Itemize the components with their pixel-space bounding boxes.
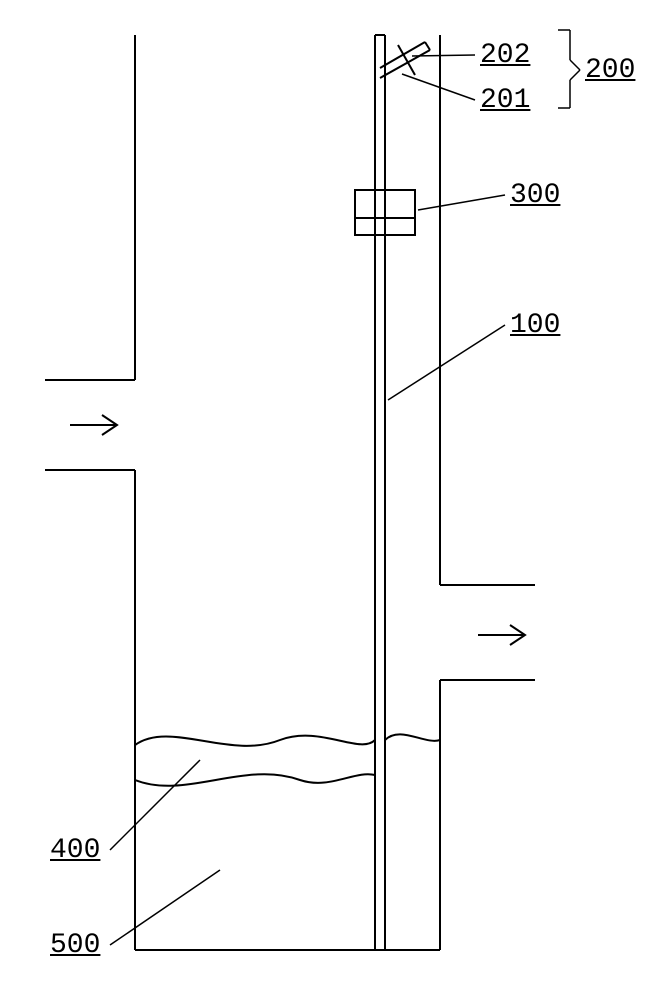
sensor-assembly-200	[380, 42, 430, 78]
label-201: 201	[480, 85, 530, 116]
label-500: 500	[50, 930, 100, 961]
leader-lines	[110, 55, 505, 945]
liquid-surface-1b	[385, 734, 440, 741]
label-202: 202	[480, 40, 530, 71]
label-100: 100	[510, 310, 560, 341]
outlet-flow-arrow	[478, 625, 525, 645]
label-200: 200	[585, 55, 635, 86]
label-400: 400	[50, 835, 100, 866]
bracket-200	[558, 30, 580, 108]
schematic-diagram: 202 201 200 300 100 400 500	[0, 0, 660, 1000]
label-300: 300	[510, 180, 560, 211]
liquid-surface-2	[135, 774, 375, 786]
liquid-surface-1a	[135, 736, 375, 746]
inlet-flow-arrow	[70, 415, 117, 435]
